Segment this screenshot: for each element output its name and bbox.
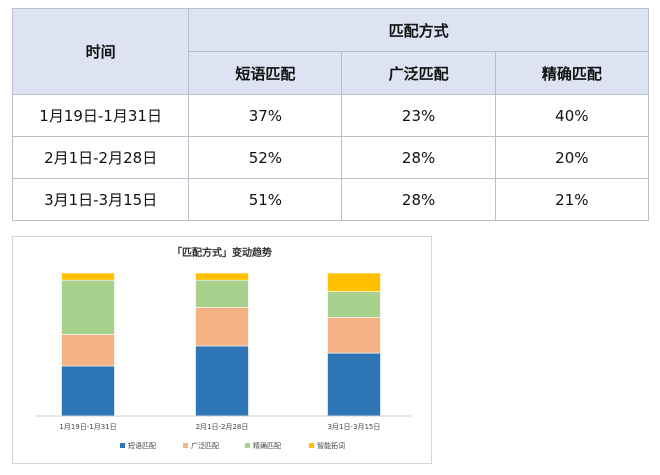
bar-segment: [61, 365, 115, 417]
bar-segment: [61, 272, 115, 281]
column-header-broad: 广泛匹配: [341, 51, 496, 95]
legend-swatch: [120, 443, 125, 448]
bar-segment: [195, 307, 249, 347]
bar-segment: [195, 345, 249, 417]
legend-item: 智能拓词: [309, 441, 345, 450]
bar-segment: [327, 352, 381, 417]
chart-canvas: 「匹配方式」变动趋势 1月19日-1月31日 2月1日-2月28日 3月1日-3月1…: [35, 246, 411, 450]
bars-layer: [61, 272, 381, 417]
legend-item: 广泛匹配: [183, 441, 219, 450]
bar-segment: [327, 272, 381, 292]
value-cell: 28%: [341, 178, 496, 221]
x-tick-label: 2月1日-2月28日: [196, 423, 249, 431]
row-time-cell: 3月1日-3月15日: [11, 178, 190, 221]
legend-label: 广泛匹配: [191, 441, 219, 450]
value-cell: 20%: [494, 136, 650, 179]
bar-segment: [327, 317, 381, 354]
value-cell: 28%: [341, 136, 496, 179]
row-time-cell: 1月19日-1月31日: [11, 94, 190, 137]
row-time-cell: 2月1日-2月28日: [11, 136, 190, 179]
column-header-phrase: 短语匹配: [188, 51, 343, 95]
table-row: 3月1日-3月15日 51% 28% 21%: [11, 178, 650, 221]
table-row: 1月19日-1月31日 37% 23% 40%: [11, 94, 650, 137]
value-cell: 40%: [494, 94, 650, 137]
legend-item: 精确匹配: [245, 441, 281, 450]
legend-label: 短语匹配: [128, 441, 156, 450]
match-type-table: 时间 匹配方式 短语匹配 广泛匹配 精确匹配 1月19日-1月31日 37% 2…: [11, 8, 650, 221]
bar-segment: [195, 279, 249, 308]
x-tick-labels: 1月19日-1月31日 2月1日-2月28日 3月1日-3月15日: [59, 423, 380, 431]
legend-label: 精确匹配: [253, 441, 281, 450]
match-type-group-header: 匹配方式: [188, 8, 649, 52]
bar-segment: [61, 279, 115, 335]
bar-segment: [327, 291, 381, 318]
legend-item: 短语匹配: [120, 441, 156, 450]
value-cell: 52%: [188, 136, 343, 179]
value-cell: 37%: [188, 94, 343, 137]
value-cell: 23%: [341, 94, 496, 137]
table-row: 2月1日-2月28日 52% 28% 20%: [11, 136, 650, 179]
legend-swatch: [309, 443, 314, 448]
bar-segment: [195, 272, 249, 281]
x-tick-label: 3月1日-3月15日: [328, 423, 381, 431]
legend: 短语匹配 广泛匹配 精确匹配 智能拓词: [120, 441, 345, 450]
column-header-exact: 精确匹配: [494, 51, 650, 95]
stacked-bar-chart: 「匹配方式」变动趋势 1月19日-1月31日 2月1日-2月28日 3月1日-3月1…: [12, 236, 432, 464]
x-tick-label: 1月19日-1月31日: [59, 423, 116, 431]
legend-swatch: [183, 443, 188, 448]
legend-label: 智能拓词: [317, 441, 345, 450]
value-cell: 21%: [494, 178, 650, 221]
legend-swatch: [245, 443, 250, 448]
chart-title: 「匹配方式」变动趋势: [172, 246, 272, 259]
value-cell: 51%: [188, 178, 343, 221]
time-column-header: 时间: [11, 8, 190, 95]
bar-segment: [61, 334, 115, 367]
